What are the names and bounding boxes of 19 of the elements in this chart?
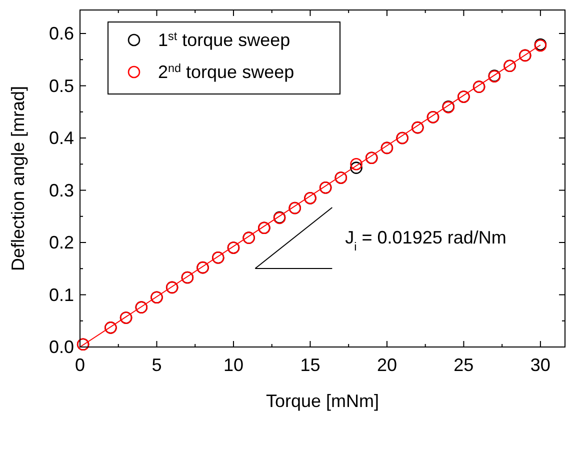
y-tick-label: 0.4 — [48, 128, 74, 148]
annotation: J$_{i}$ = 0.01925 rad/Nm — [345, 227, 506, 253]
y-tick-label: 0.2 — [48, 232, 74, 253]
x-tick-label: 25 — [454, 355, 474, 375]
x-tick-label: 20 — [376, 355, 397, 375]
x-axis-title: Torque [mNm] — [266, 391, 380, 411]
y-tick-label: 0.3 — [48, 180, 74, 200]
y-axis-title: Deflection angle [mrad] — [8, 86, 28, 272]
x-tick-label: 30 — [530, 355, 550, 375]
y-tick-label: 0.5 — [48, 76, 74, 96]
x-tick-label: 15 — [300, 355, 320, 375]
y-tick-label: 0.6 — [48, 24, 74, 44]
x-tick-label: 0 — [74, 355, 86, 375]
legend-label: 1$^{st}$ torque sweep — [158, 30, 290, 50]
x-tick-label: 10 — [223, 355, 244, 375]
x-tick-label: 5 — [152, 355, 162, 375]
y-tick-label: 0.0 — [48, 337, 74, 357]
legend-label: 2$^{nd}$ torque sweep — [158, 62, 294, 82]
y-tick-label: 0.1 — [48, 284, 74, 305]
